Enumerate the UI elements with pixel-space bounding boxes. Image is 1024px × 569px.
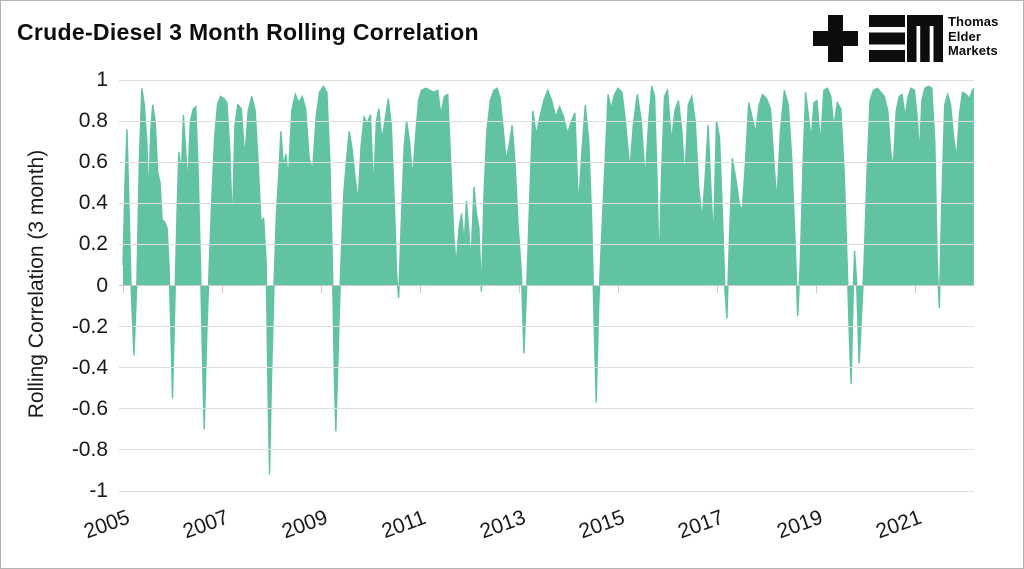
x-tick-label: 2019 <box>773 505 826 544</box>
y-tick-label: 1 <box>96 68 108 91</box>
y-tick-label: -0.6 <box>71 396 108 420</box>
y-tick-label: -0.2 <box>71 314 108 338</box>
x-axis-tick <box>816 285 818 293</box>
y-tick-label: -1 <box>89 479 108 502</box>
chart-title: Crude-Diesel 3 Month Rolling Correlation <box>17 19 479 45</box>
x-tick-label: 2013 <box>476 505 529 544</box>
gridline <box>119 243 974 245</box>
x-tick-label: 2021 <box>872 505 925 544</box>
gridline <box>119 161 974 163</box>
logo-plus-shape <box>813 15 858 62</box>
x-tick-label: 2007 <box>179 505 232 544</box>
x-axis-tick <box>123 285 125 293</box>
x-tick-label: 2005 <box>80 505 133 544</box>
y-tick-label: -0.4 <box>71 355 108 379</box>
correlation-line-series <box>122 84 975 475</box>
zero-axis-line <box>119 285 974 286</box>
y-tick-label: 0.8 <box>78 109 108 133</box>
tem-logo-wordmark: Thomas Elder Markets <box>948 14 999 59</box>
tem-logo-mark-icon <box>813 15 943 62</box>
logo-line-markets: Markets <box>948 43 998 58</box>
gridline <box>119 490 974 492</box>
plot-area <box>119 79 975 492</box>
gridline <box>119 367 974 369</box>
x-tick-label: 2009 <box>278 505 331 544</box>
gridline <box>119 449 974 451</box>
gridline <box>119 79 974 81</box>
gridline <box>119 120 974 122</box>
logo-m-shape <box>907 15 943 62</box>
gridline <box>119 326 974 328</box>
x-axis-tick <box>519 285 521 293</box>
correlation-area-series <box>123 86 974 475</box>
y-tick-label: 0.2 <box>78 232 108 256</box>
x-axis-tick <box>222 285 224 293</box>
x-axis-tick <box>915 285 917 293</box>
tem-logo: Thomas Elder Markets <box>813 13 1009 63</box>
gridline <box>119 408 974 410</box>
logo-e-bars-shape <box>869 15 905 62</box>
gridline <box>119 202 974 204</box>
y-tick-label: 0 <box>96 273 108 297</box>
y-tick-label: 0.6 <box>78 150 108 174</box>
logo-line-elder: Elder <box>948 28 982 44</box>
x-axis-tick <box>618 285 620 293</box>
y-tick-label: 0.4 <box>78 191 108 215</box>
correlation-area-chart <box>122 84 975 475</box>
x-tick-label: 2011 <box>378 506 429 544</box>
x-axis-tick <box>717 285 719 293</box>
x-tick-label: 2015 <box>575 505 628 544</box>
x-tick-label: 2017 <box>674 505 727 544</box>
logo-line-thomas: Thomas <box>948 14 999 29</box>
x-axis-tick <box>321 285 323 293</box>
x-axis-tick <box>420 285 422 293</box>
y-tick-label: -0.8 <box>71 437 108 461</box>
